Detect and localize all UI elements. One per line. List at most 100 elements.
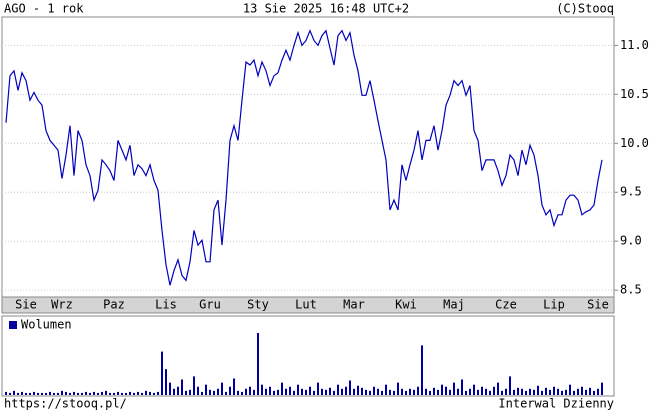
x-tick-label: Maj	[443, 298, 465, 312]
footer-url[interactable]: https://stooq.pl/	[4, 397, 127, 411]
volume-bar	[149, 391, 151, 395]
volume-bar	[5, 391, 7, 395]
volume-bar	[469, 388, 471, 395]
volume-bar	[113, 392, 115, 395]
volume-bar	[389, 389, 391, 395]
volume-bar	[265, 388, 267, 395]
volume-bar	[93, 391, 95, 395]
volume-bar	[209, 389, 211, 395]
volume-bar	[121, 392, 123, 395]
volume-bar	[537, 385, 539, 395]
volume-bar	[501, 390, 503, 395]
volume-bar	[345, 386, 347, 395]
volume-bar	[249, 386, 251, 395]
volume-bar	[353, 388, 355, 395]
volume-bar	[369, 390, 371, 395]
x-tick-label: Paz	[103, 298, 125, 312]
y-tick-label: 8.5	[620, 283, 642, 297]
volume-bar	[189, 389, 191, 395]
volume-bar	[325, 389, 327, 395]
x-tick-label: Gru	[199, 298, 221, 312]
volume-bar	[233, 378, 235, 395]
volume-bar	[97, 392, 99, 395]
volume-bar	[497, 382, 499, 395]
volume-bar	[197, 386, 199, 395]
volume-bar	[489, 390, 491, 395]
volume-bar	[25, 392, 27, 395]
x-tick-label: Lis	[155, 298, 177, 312]
volume-bar	[509, 376, 511, 395]
volume-bar	[561, 390, 563, 395]
volume-bar	[429, 390, 431, 395]
volume-bar	[313, 390, 315, 395]
volume-bar	[441, 384, 443, 395]
volume-bar	[277, 389, 279, 395]
volume-bar	[241, 391, 243, 395]
volume-bar	[465, 390, 467, 395]
volume-bar	[205, 384, 207, 395]
volume-bar	[193, 376, 195, 395]
volume-bar	[565, 389, 567, 395]
volume-bar	[533, 389, 535, 395]
volume-bar	[597, 388, 599, 395]
legend-label: Wolumen	[21, 318, 72, 332]
volume-bar	[9, 392, 11, 395]
volume-bar	[393, 390, 395, 395]
volume-bar	[289, 386, 291, 395]
volume-bar	[217, 388, 219, 395]
volume-bar	[181, 379, 183, 395]
volume-bar	[409, 388, 411, 395]
volume-bar	[457, 388, 459, 395]
volume-bar	[433, 387, 435, 395]
volume-bar	[601, 382, 603, 395]
volume-bar	[65, 391, 67, 395]
volume-bar	[557, 388, 559, 395]
volume-bar	[145, 390, 147, 395]
volume-bar	[101, 391, 103, 395]
volume-bar	[413, 389, 415, 395]
volume-bar	[333, 390, 335, 395]
volume-bar	[461, 379, 463, 395]
volume-bar	[305, 389, 307, 395]
volume-bar	[449, 389, 451, 395]
y-tick-label: 11.0	[620, 38, 649, 52]
volume-bar	[381, 390, 383, 395]
volume-bar	[261, 384, 263, 395]
volume-bar	[317, 382, 319, 395]
volume-bar	[349, 380, 351, 395]
volume-bar	[169, 382, 171, 395]
volume-bar	[337, 384, 339, 395]
volume-bar	[141, 392, 143, 395]
volume-bar	[477, 389, 479, 395]
y-tick-label: 9.0	[620, 234, 642, 248]
volume-bar	[329, 387, 331, 395]
volume-bar	[505, 388, 507, 395]
volume-bar	[545, 387, 547, 395]
volume-bar	[49, 391, 51, 395]
volume-bar	[365, 389, 367, 395]
volume-bar	[129, 391, 131, 395]
volume-bar	[173, 388, 175, 395]
volume-bar	[21, 391, 23, 395]
x-tick-label: Lut	[295, 298, 317, 312]
volume-bar	[525, 390, 527, 395]
volume-bar	[81, 392, 83, 395]
volume-bar	[45, 392, 47, 395]
price-line	[5, 29, 603, 286]
volume-bar	[117, 391, 119, 395]
y-tick-label: 10.5	[620, 87, 649, 101]
volume-bar	[453, 382, 455, 395]
x-tick-label: Wrz	[51, 298, 73, 312]
volume-bar	[573, 390, 575, 395]
volume-bar	[309, 386, 311, 395]
volume-bar	[177, 386, 179, 395]
volume-bar	[593, 390, 595, 395]
volume-bar	[357, 385, 359, 395]
volume-bar	[445, 386, 447, 395]
volume-bar	[133, 392, 135, 395]
volume-bar	[253, 389, 255, 395]
legend-swatch	[9, 321, 17, 329]
volume-bar	[89, 392, 91, 395]
volume-bar	[421, 345, 423, 395]
